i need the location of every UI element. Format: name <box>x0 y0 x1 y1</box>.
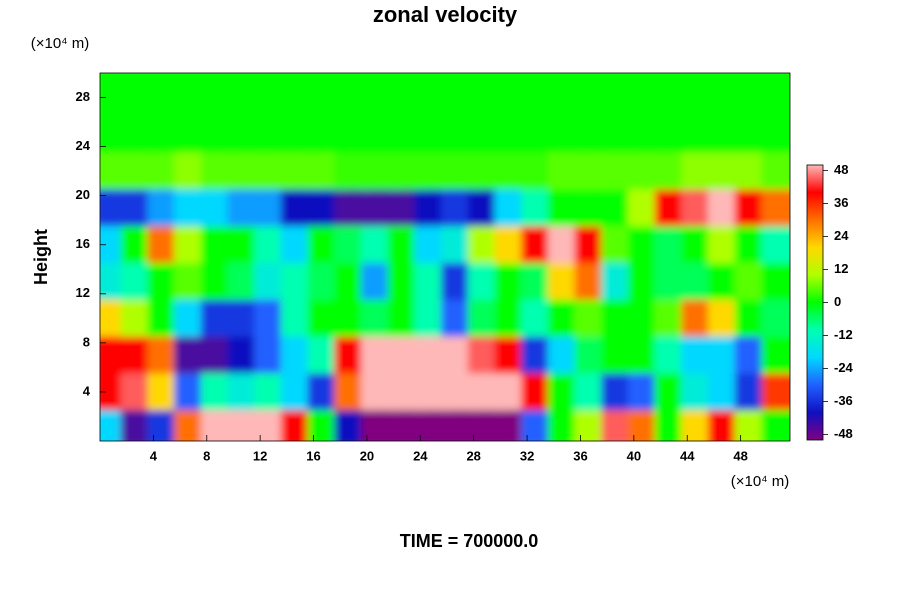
x-tick-label: 44 <box>680 448 695 463</box>
y-tick-label: 16 <box>76 236 90 251</box>
colorbar-tick-label: 36 <box>834 195 848 210</box>
x-tick-label: 36 <box>573 448 587 463</box>
x-tick-label: 40 <box>627 448 641 463</box>
colorbar-tick-label: -12 <box>834 327 853 342</box>
colorbar-tick-label: -36 <box>834 393 853 408</box>
colorbar-tick-label: 24 <box>834 228 849 243</box>
heatmap <box>100 73 790 441</box>
x-tick-label: 12 <box>253 448 267 463</box>
plot-frame <box>99 72 791 442</box>
colorbar-tick-label: 48 <box>834 162 848 177</box>
x-tick-label: 16 <box>306 448 320 463</box>
y-axis-label: Height <box>31 229 51 285</box>
x-tick-label: 32 <box>520 448 534 463</box>
colorbar <box>806 164 824 441</box>
heat-cell <box>761 73 790 116</box>
y-tick-label: 4 <box>83 383 91 398</box>
colorbar-tick-label: -48 <box>834 426 853 441</box>
colorbar-tick-label: -24 <box>834 360 854 375</box>
footer: TIME = 700000.0 <box>400 531 539 551</box>
y-tick-label: 24 <box>76 138 91 153</box>
x-tick-label: 20 <box>360 448 374 463</box>
y-tick-label: 20 <box>76 187 90 202</box>
x-tick-label: 28 <box>466 448 480 463</box>
y-tick-label: 28 <box>76 89 90 104</box>
x-tick-label: 8 <box>203 448 210 463</box>
colorbar-tick-label: 0 <box>834 294 841 309</box>
y-tick-label: 12 <box>76 285 90 300</box>
colorbar-tick-label: 12 <box>834 261 848 276</box>
x-tick-label: 48 <box>733 448 747 463</box>
chart-title: zonal velocity <box>373 2 518 27</box>
x-units: (×10⁴ m) <box>731 473 790 490</box>
x-tick-label: 4 <box>150 448 158 463</box>
y-tick-label: 8 <box>83 334 90 349</box>
y-units: (×10⁴ m) <box>31 35 90 52</box>
x-tick-label: 24 <box>413 448 428 463</box>
